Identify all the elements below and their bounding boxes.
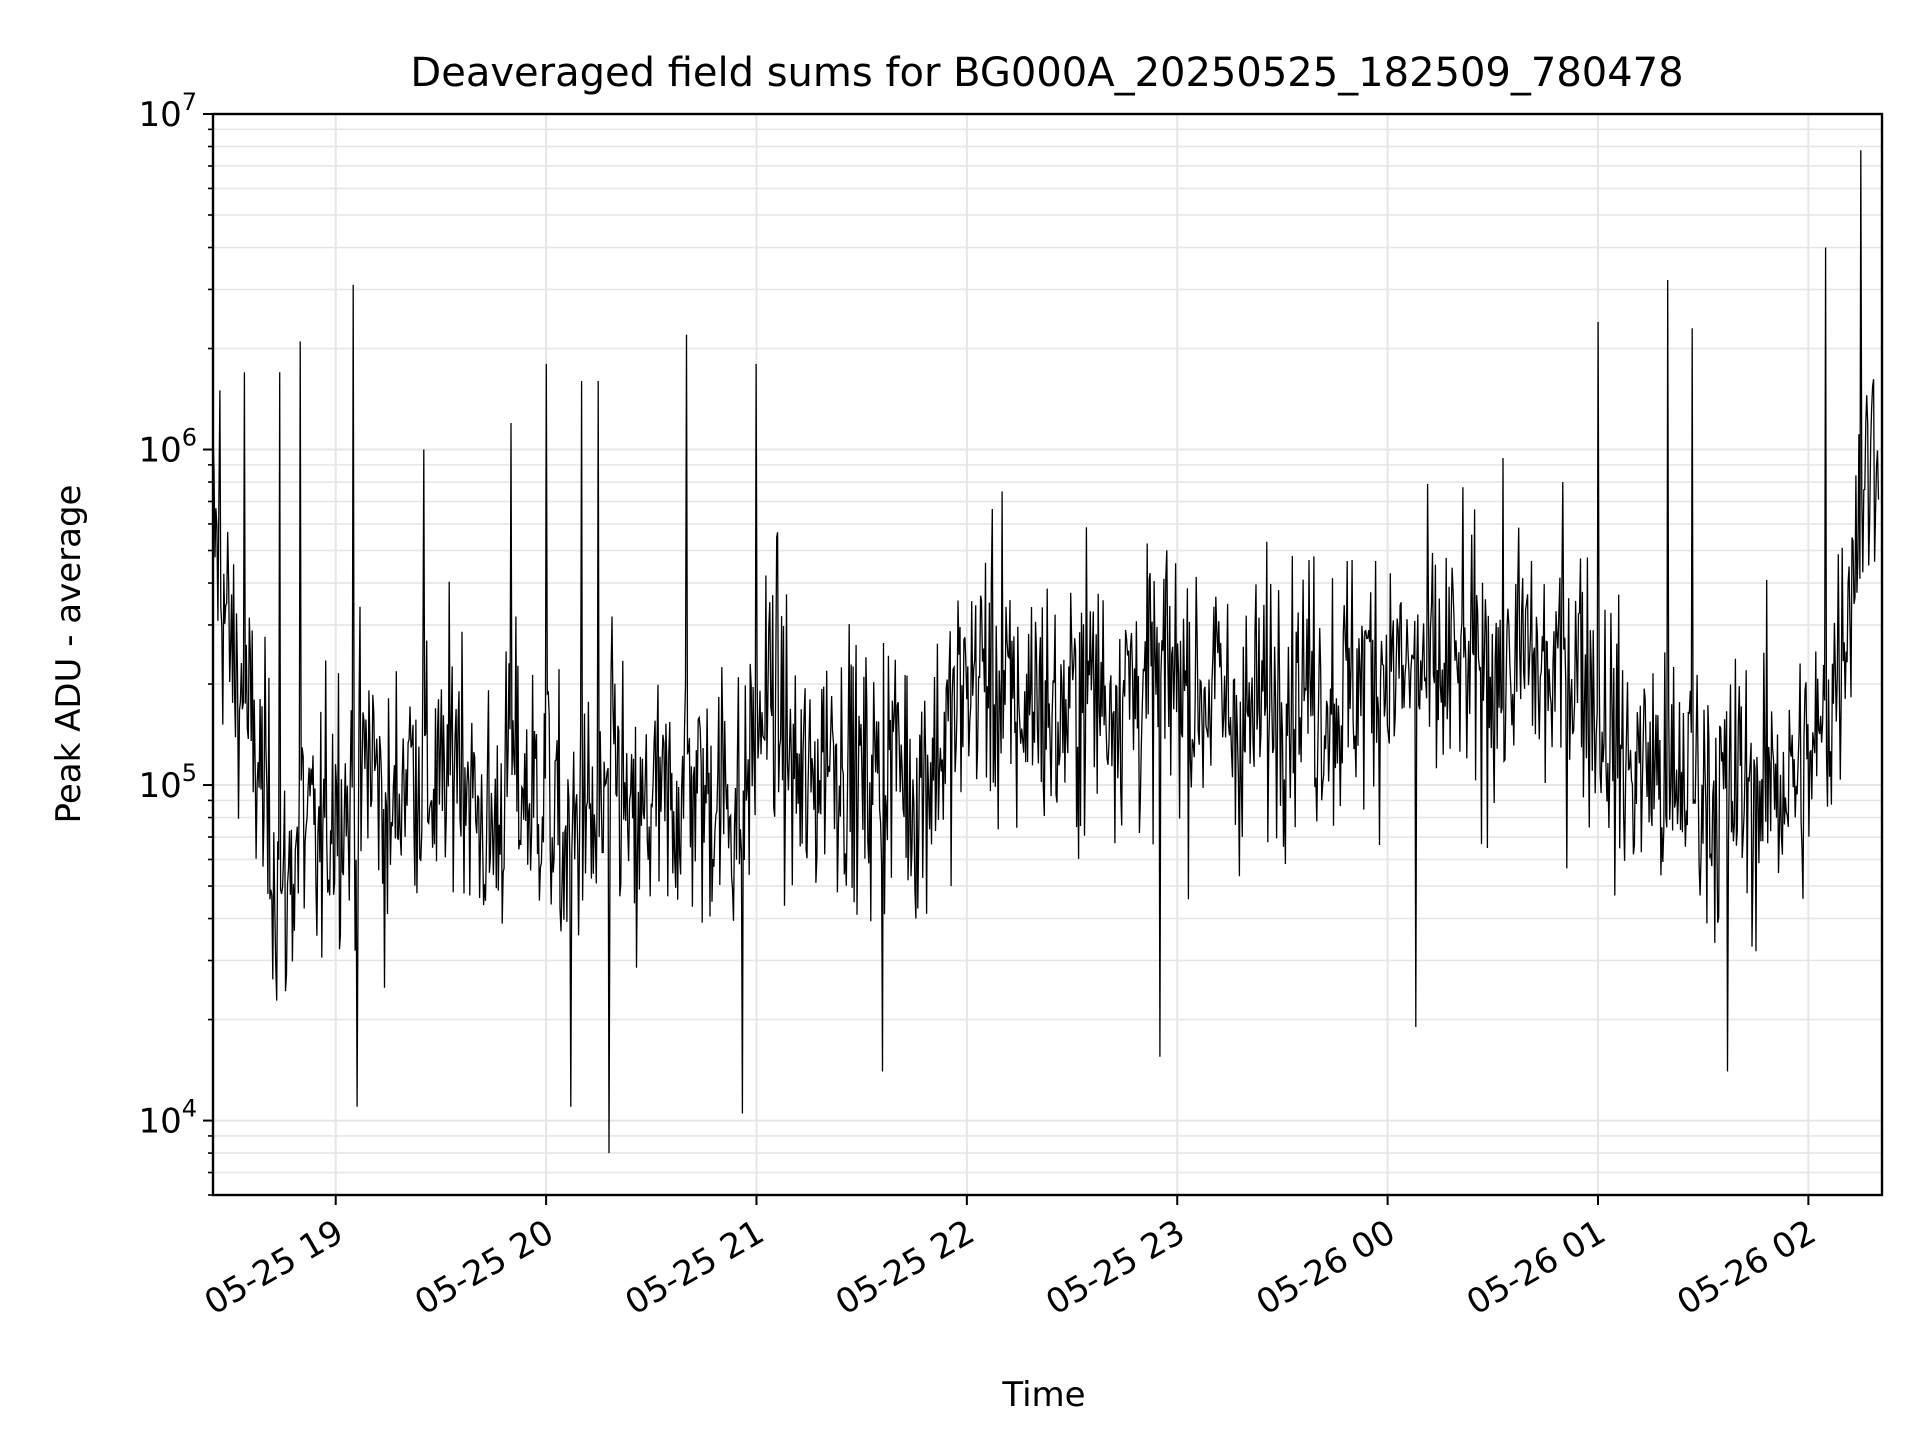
y-tick-base: 10 xyxy=(138,95,181,135)
y-tick-exponent: 4 xyxy=(182,1095,197,1123)
y-tick-exponent: 5 xyxy=(182,759,197,787)
y-tick-base: 10 xyxy=(138,431,181,471)
y-tick-label: 104 xyxy=(138,1095,197,1142)
x-axis-label: Time xyxy=(1001,1375,1085,1415)
chart-title: Deaveraged field sums for BG000A_2025052… xyxy=(410,50,1683,96)
plot-frame xyxy=(211,112,1884,1197)
series-path xyxy=(212,150,1880,1154)
series-line xyxy=(212,150,1880,1154)
y-tick-exponent: 6 xyxy=(182,424,197,452)
y-tick-label: 107 xyxy=(138,88,197,135)
y-tick-label: 105 xyxy=(138,759,197,806)
y-tick-exponent: 7 xyxy=(182,88,197,116)
y-axis-label: Peak ADU - average xyxy=(49,485,89,824)
y-tick-base: 10 xyxy=(138,1102,181,1142)
y-tick-label: 106 xyxy=(138,424,197,471)
grid xyxy=(213,113,1882,1196)
y-tick-base: 10 xyxy=(138,766,181,806)
